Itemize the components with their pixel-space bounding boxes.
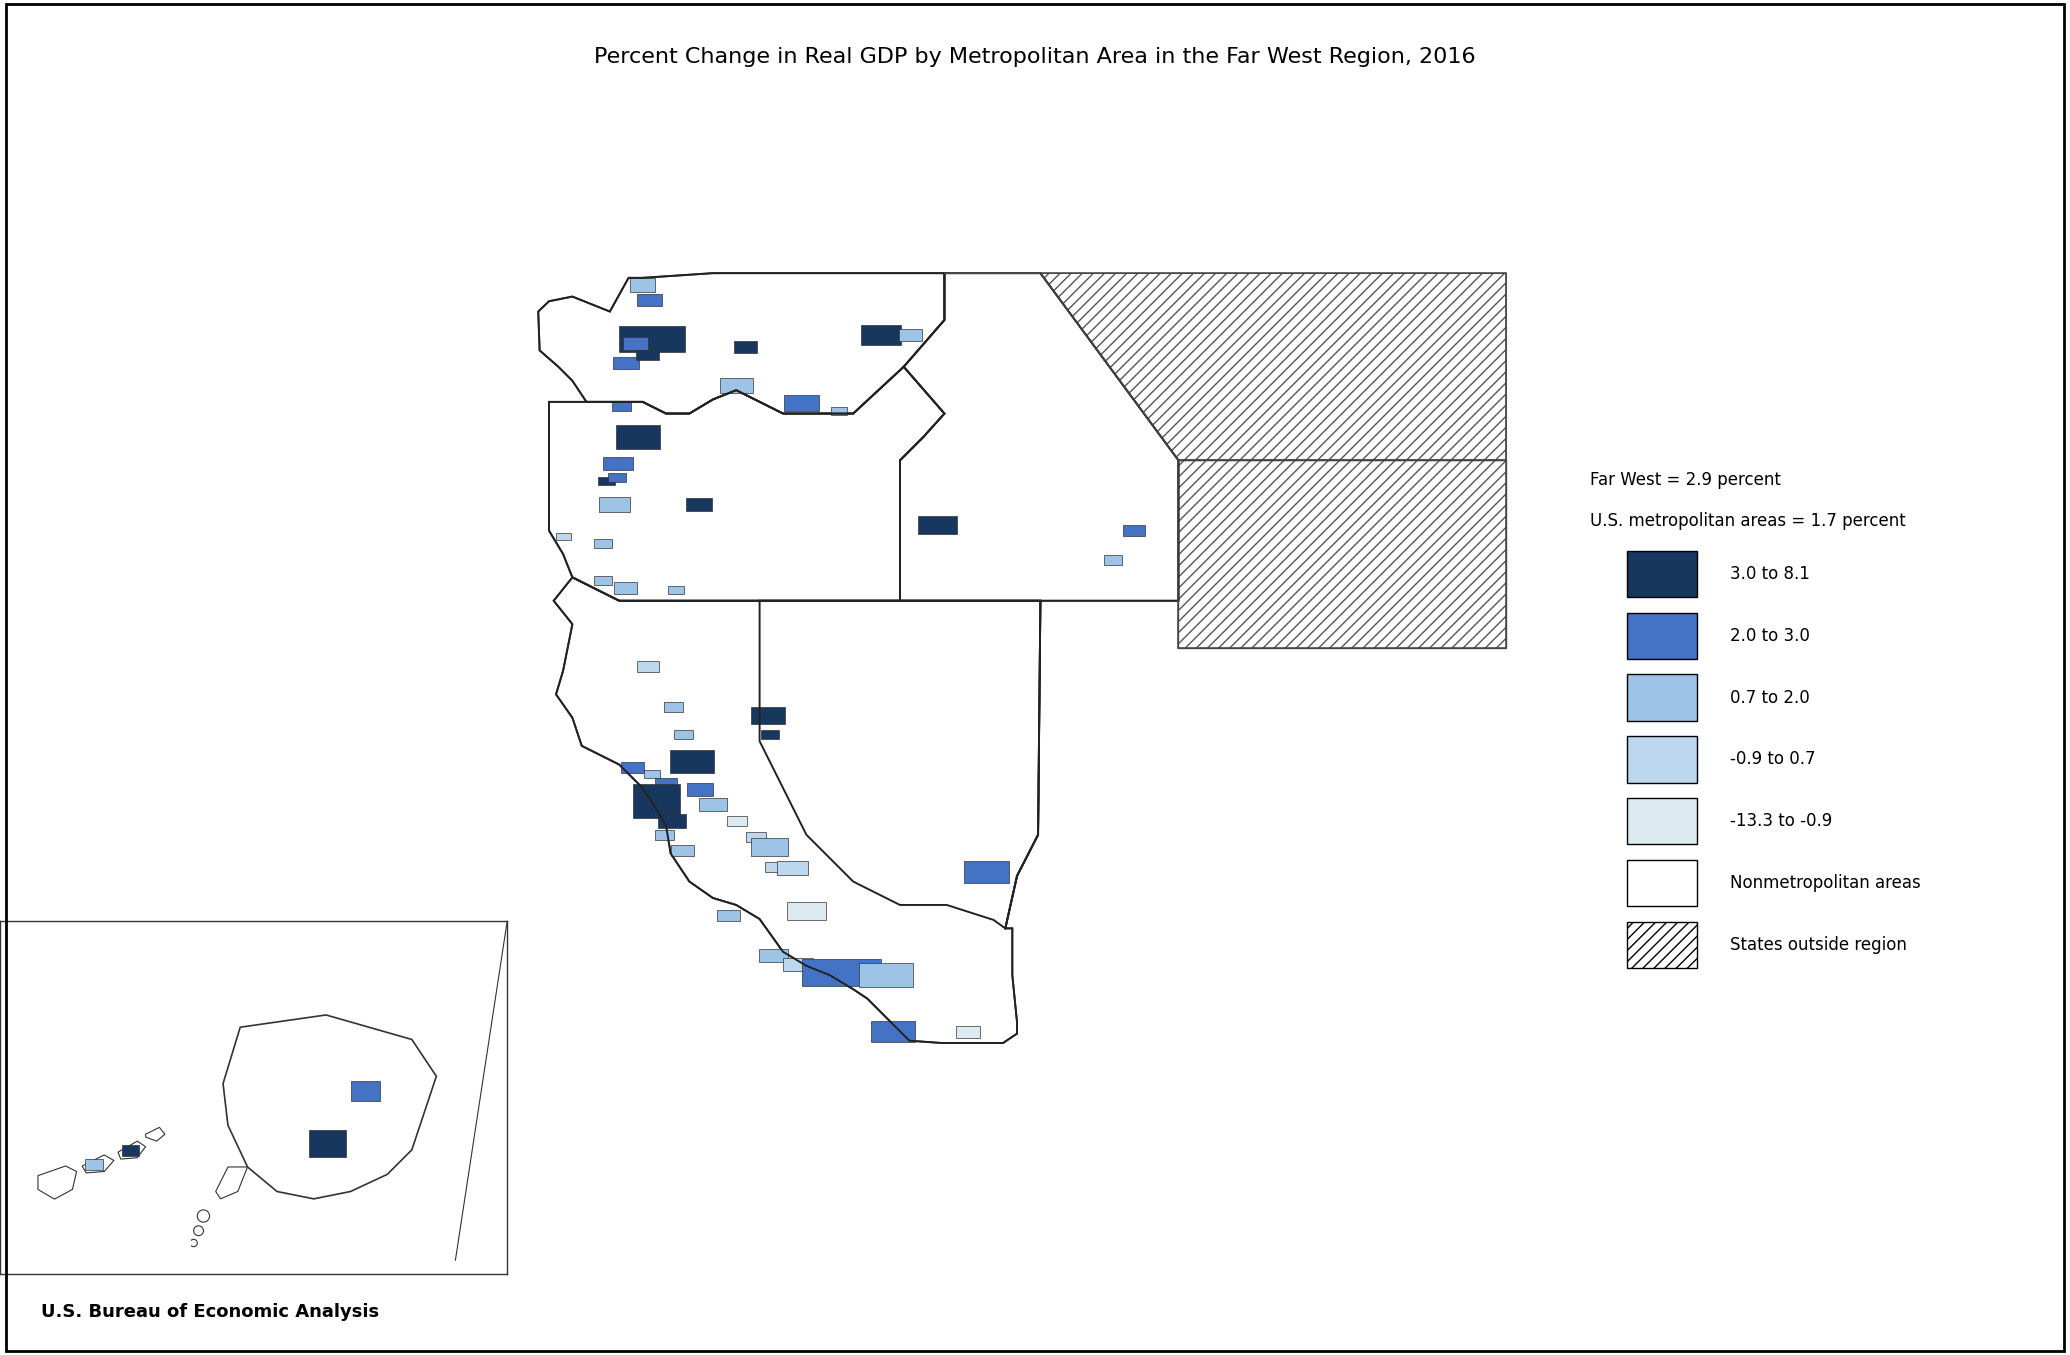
Polygon shape <box>83 1154 114 1173</box>
Polygon shape <box>613 358 640 369</box>
Polygon shape <box>118 1141 145 1159</box>
Polygon shape <box>85 1159 104 1171</box>
FancyBboxPatch shape <box>1627 736 1697 782</box>
Circle shape <box>197 1210 209 1222</box>
Polygon shape <box>658 814 685 828</box>
Polygon shape <box>871 1020 915 1042</box>
Polygon shape <box>785 396 820 412</box>
Polygon shape <box>215 1167 248 1199</box>
Polygon shape <box>635 661 658 672</box>
Polygon shape <box>638 294 662 306</box>
Polygon shape <box>145 1127 166 1141</box>
Polygon shape <box>747 832 766 841</box>
Polygon shape <box>615 425 660 449</box>
Polygon shape <box>555 533 571 541</box>
Polygon shape <box>619 325 685 351</box>
Polygon shape <box>720 378 753 393</box>
Polygon shape <box>762 730 778 738</box>
Polygon shape <box>224 1015 437 1199</box>
Circle shape <box>190 1240 197 1247</box>
Polygon shape <box>538 274 944 413</box>
Polygon shape <box>675 730 693 740</box>
Polygon shape <box>613 581 638 593</box>
Polygon shape <box>700 798 727 812</box>
Polygon shape <box>600 497 629 512</box>
Polygon shape <box>644 770 660 778</box>
Polygon shape <box>900 274 1178 600</box>
Polygon shape <box>751 837 789 856</box>
Polygon shape <box>766 862 785 871</box>
Text: 2.0 to 3.0: 2.0 to 3.0 <box>1731 627 1809 645</box>
FancyBboxPatch shape <box>1627 550 1697 598</box>
Polygon shape <box>735 341 758 352</box>
Polygon shape <box>776 860 807 874</box>
Polygon shape <box>760 948 789 962</box>
Polygon shape <box>727 816 747 825</box>
Polygon shape <box>654 778 677 789</box>
Polygon shape <box>553 577 1041 1043</box>
Circle shape <box>195 1226 203 1236</box>
Polygon shape <box>944 274 1507 461</box>
Polygon shape <box>718 909 739 921</box>
Polygon shape <box>613 401 631 411</box>
FancyBboxPatch shape <box>1627 798 1697 844</box>
FancyBboxPatch shape <box>1627 859 1697 906</box>
Polygon shape <box>671 844 693 856</box>
Polygon shape <box>607 473 627 482</box>
Polygon shape <box>801 959 882 986</box>
Text: Nonmetropolitan areas: Nonmetropolitan areas <box>1731 874 1921 892</box>
Polygon shape <box>965 860 1008 883</box>
FancyBboxPatch shape <box>1627 612 1697 659</box>
Polygon shape <box>669 751 714 772</box>
FancyBboxPatch shape <box>1627 921 1697 967</box>
Text: 0.7 to 2.0: 0.7 to 2.0 <box>1731 688 1809 706</box>
Polygon shape <box>654 829 675 840</box>
Text: States outside region: States outside region <box>1731 936 1906 954</box>
Text: U.S. Bureau of Economic Analysis: U.S. Bureau of Economic Analysis <box>41 1304 379 1321</box>
Polygon shape <box>685 497 712 511</box>
Polygon shape <box>122 1145 139 1156</box>
Polygon shape <box>629 278 656 291</box>
Polygon shape <box>594 576 613 584</box>
Polygon shape <box>760 600 1041 928</box>
Polygon shape <box>549 367 944 600</box>
Text: 3.0 to 8.1: 3.0 to 8.1 <box>1731 565 1809 583</box>
Text: -13.3 to -0.9: -13.3 to -0.9 <box>1731 812 1832 831</box>
Polygon shape <box>669 585 685 595</box>
Polygon shape <box>308 1130 346 1157</box>
Polygon shape <box>1124 526 1145 535</box>
Polygon shape <box>751 707 785 724</box>
Polygon shape <box>1103 556 1122 565</box>
Polygon shape <box>782 958 814 972</box>
Polygon shape <box>830 406 847 415</box>
Polygon shape <box>598 477 615 485</box>
Polygon shape <box>687 783 712 795</box>
Polygon shape <box>787 902 826 920</box>
Polygon shape <box>623 337 648 350</box>
Polygon shape <box>1178 461 1507 648</box>
Text: Percent Change in Real GDP by Metropolitan Area in the Far West Region, 2016: Percent Change in Real GDP by Metropolit… <box>594 47 1476 68</box>
Text: U.S. metropolitan areas = 1.7 percent: U.S. metropolitan areas = 1.7 percent <box>1590 512 1906 530</box>
Polygon shape <box>861 325 900 344</box>
Polygon shape <box>621 762 644 772</box>
Polygon shape <box>350 1081 381 1100</box>
Polygon shape <box>594 539 613 549</box>
Polygon shape <box>956 1026 979 1038</box>
Polygon shape <box>602 457 633 470</box>
FancyBboxPatch shape <box>1627 675 1697 721</box>
Text: Far West = 2.9 percent: Far West = 2.9 percent <box>1590 472 1780 489</box>
Polygon shape <box>859 963 913 986</box>
Text: -0.9 to 0.7: -0.9 to 0.7 <box>1731 751 1815 768</box>
Polygon shape <box>919 516 956 534</box>
Polygon shape <box>633 785 681 818</box>
Polygon shape <box>37 1167 77 1199</box>
Polygon shape <box>664 702 683 711</box>
Polygon shape <box>898 329 921 341</box>
Polygon shape <box>635 350 658 360</box>
